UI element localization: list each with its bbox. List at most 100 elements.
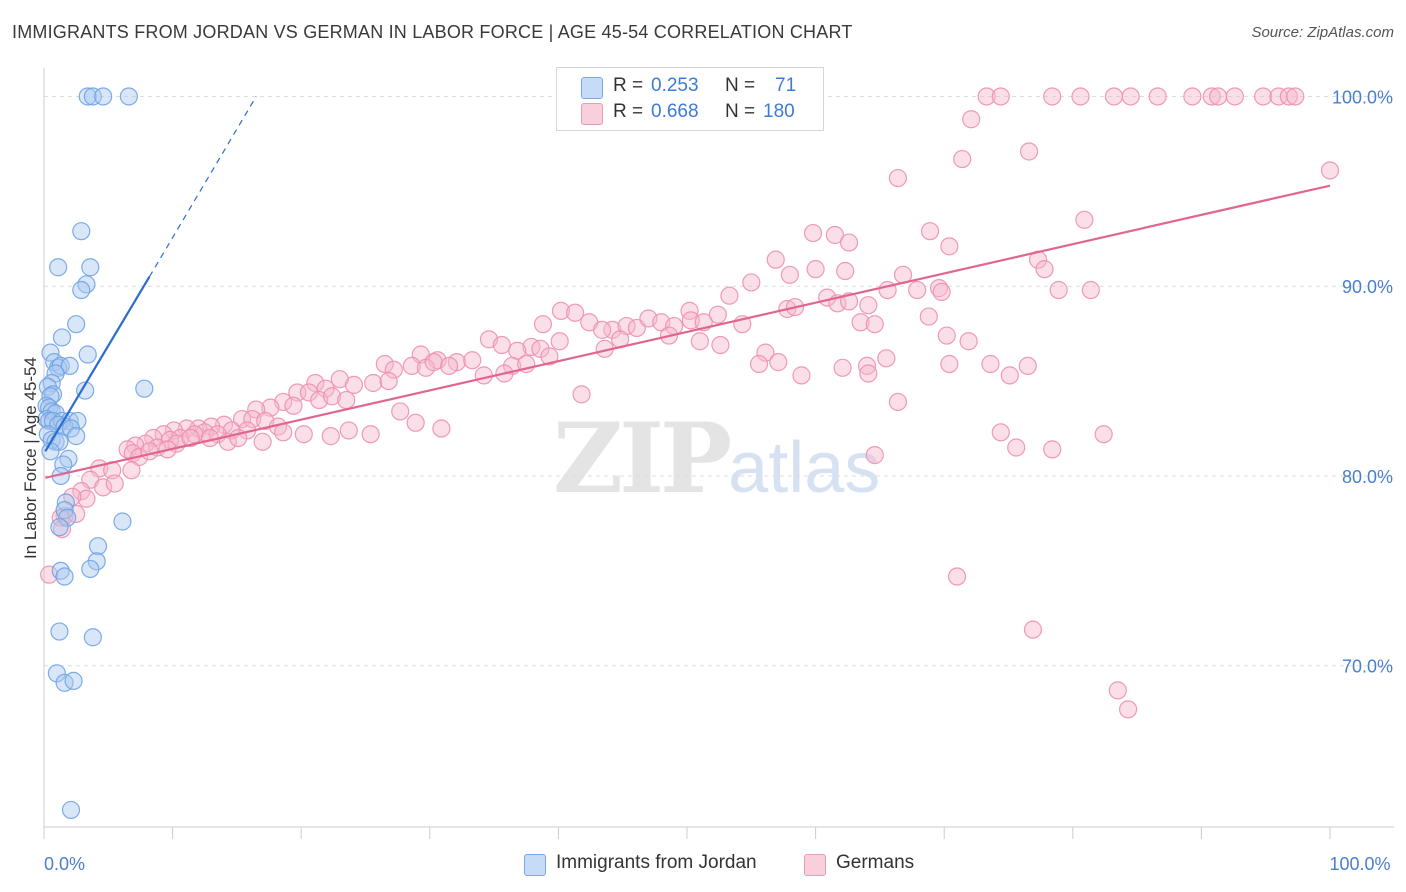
germans-point [122,461,141,480]
germans-point [384,360,403,379]
jordan-point [77,275,96,294]
germans-point [164,421,183,440]
germans-point [603,320,622,339]
jordan-point [59,449,78,468]
jordan-point [41,343,60,362]
germans-point [766,250,785,269]
jordan-point [47,664,66,683]
x-tick-label: 100.0% [1329,854,1390,874]
germans-point [522,337,541,357]
germans-point [888,392,908,412]
germans-point [749,354,769,374]
germans-point [52,519,72,539]
germans-point [851,313,870,332]
germans-point [932,282,951,302]
y-tick-label: 70.0% [1342,657,1393,677]
germans-point [474,366,493,385]
germans-point [1007,438,1026,457]
germans-point [836,261,855,281]
germans-point [40,565,59,584]
watermark-atlas: atlas [728,428,881,508]
bottom-legend-swatch-germans [804,854,826,876]
germans-point [402,356,421,376]
germans-point [1118,700,1138,719]
germans-point [1049,280,1068,300]
jordan-point [50,518,69,537]
jordan-point [135,379,154,398]
germans-point [803,223,823,243]
jordan-point [72,280,91,300]
germans-point [937,326,956,345]
germans-point [859,296,878,315]
germans-point [344,375,364,394]
bottom-legend-label-germans: Germans [836,852,915,873]
germans-point [77,489,96,508]
jordan-point [61,800,81,820]
jordan-trend-line [44,276,151,452]
germans-point [1023,620,1043,639]
germans-point [1094,425,1113,444]
germans-point [792,366,811,385]
germans-point [593,320,612,339]
germans-point [919,307,938,326]
germans-point [364,373,383,393]
germans-point [492,335,511,355]
watermark-zip: ZIP [553,402,732,515]
germans-point [306,373,325,393]
germans-point [1320,161,1340,180]
germans-point [1254,87,1273,106]
jordan-point [56,493,75,512]
y-tick-label: 100.0% [1332,87,1393,107]
bottom-legend-label-jordan: Immigrants from Jordan [556,852,757,873]
germans-point [424,353,443,372]
germans-point [953,149,972,169]
germans-point [94,478,113,497]
y-tick-label: 90.0% [1342,277,1393,297]
germans-point [105,474,124,493]
germans-point [299,383,319,402]
germans-point [825,225,844,245]
germans-point [959,332,978,351]
legend: R = 0.253 N = 71 R = 0.668 N = 180 [556,67,824,131]
grid-lines [44,95,1394,667]
germans-point [720,286,739,305]
germans-point [337,390,356,410]
jordan-point [78,87,97,106]
legend-n-value: 71 [775,75,797,96]
legend-r-value: 0.668 [651,101,699,122]
germans-point [566,303,585,322]
legend-n-value: 180 [763,101,795,122]
germans-point [908,280,927,300]
germans-point [865,445,884,465]
jordan-point [64,671,83,690]
germans-point [274,423,293,442]
germans-point [67,504,86,524]
germans-point [1183,87,1202,106]
germans-point [977,87,996,106]
germans-point [1035,260,1054,279]
germans-point [1286,87,1305,106]
germans-point [1148,87,1167,106]
germans-point [742,273,761,292]
germans-point [940,354,959,374]
germans-points [40,87,1340,719]
trend-lines [44,96,1331,479]
germans-point [962,110,981,129]
jordan-point [50,622,69,641]
x-ticks [43,827,1331,839]
germans-point [839,292,859,311]
jordan-point [49,258,68,277]
germans-point [140,442,159,461]
germans-point [1071,87,1090,106]
germans-point [780,265,799,284]
legend-n-label: N = [725,101,756,122]
germans-point [769,353,788,372]
jordan-point [88,537,108,556]
jordan-point [83,628,102,647]
germans-point [833,358,852,377]
jordan-point [72,222,91,241]
x-tick-label: 0.0% [44,854,85,874]
germans-point [1104,87,1124,106]
germans-point [1225,87,1244,106]
